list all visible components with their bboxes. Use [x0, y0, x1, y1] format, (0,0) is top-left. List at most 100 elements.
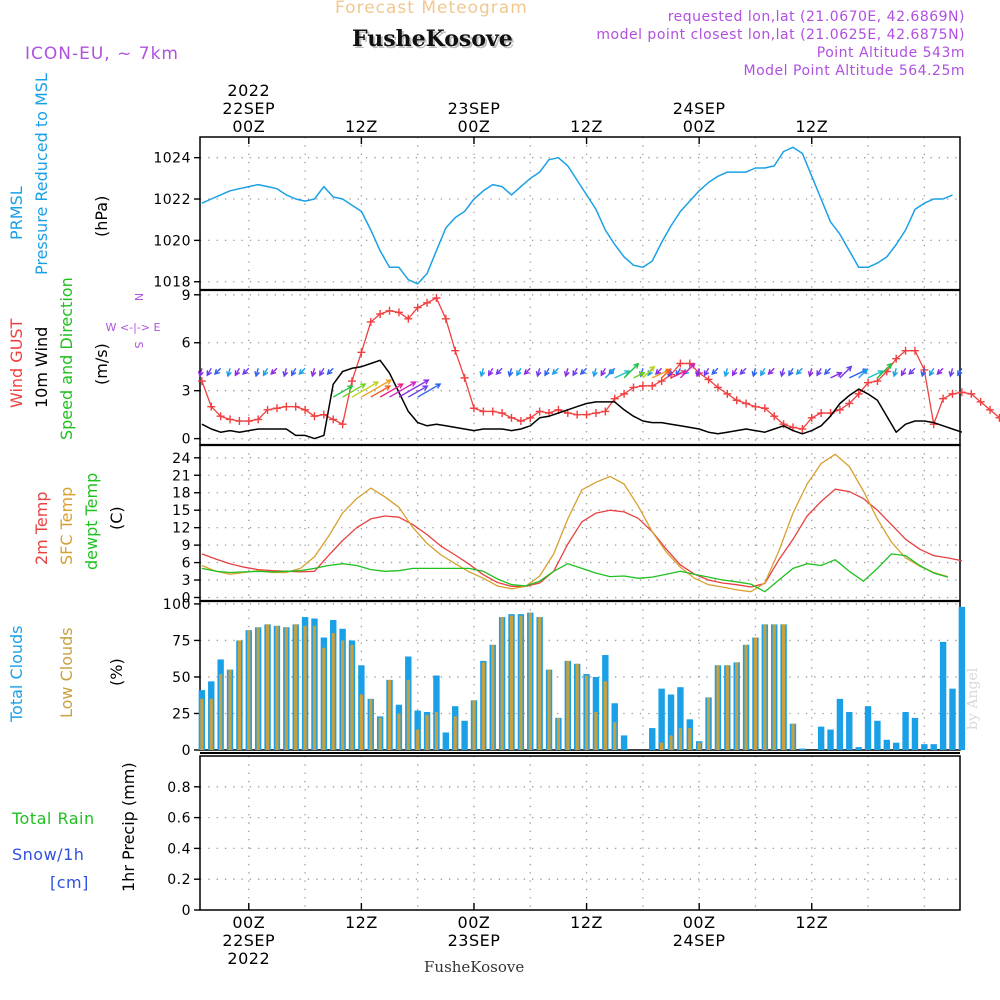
gust-marker [479, 407, 488, 416]
gust-marker [272, 404, 281, 413]
wind-arrow [642, 366, 655, 379]
bar-total-clouds [658, 688, 665, 750]
gust-marker [282, 402, 291, 411]
wind-arrow-head [479, 371, 486, 378]
y-tick-label: 9 [182, 538, 191, 554]
y-tick-label: 0 [182, 432, 191, 448]
wind-arrow-head [372, 381, 380, 387]
gust-marker [901, 346, 910, 355]
point-altitude: Point Altitude 543m [816, 45, 965, 61]
wind-arrow-head [572, 370, 578, 377]
wind-arrow-head [862, 368, 869, 375]
panel-frame [199, 755, 961, 911]
x-tick-label-bottom: 12Z [570, 913, 603, 932]
wind-arrow [867, 370, 883, 379]
x-tick-label-top: 12Z [795, 117, 828, 136]
gust-marker [873, 377, 882, 386]
bar-low-clouds [294, 624, 298, 750]
wind-arrow-head [226, 371, 232, 378]
label-dewpt-temp: dewpt Temp [82, 473, 101, 570]
wind-arrow-head [360, 383, 367, 389]
wind-arrow-head [920, 371, 927, 378]
gust-marker [451, 346, 460, 355]
gust-marker [657, 377, 666, 386]
wind-arrow-head [516, 370, 522, 377]
wind-arrow-head [282, 371, 289, 378]
wind-arrow-head [507, 371, 514, 378]
wind-arrow-head [665, 368, 672, 375]
wind-arrow [361, 379, 392, 398]
x-tick-label-top: 22SEP [222, 99, 275, 118]
bar-low-clouds [678, 728, 682, 750]
wind-arrow-head [816, 370, 822, 377]
y-tick-label: 1024 [153, 151, 191, 167]
wind-arrow-head [495, 368, 502, 375]
bar-low-clouds [219, 674, 223, 750]
bar-low-clouds [547, 669, 551, 750]
compass-we: W <-|-> E [106, 321, 161, 334]
wind-arrow-head [639, 371, 646, 378]
wind-arrow-head [326, 368, 333, 375]
wind-arrow-head [262, 370, 269, 377]
x-tick-label-bottom: 12Z [345, 913, 378, 932]
gust-marker [807, 413, 816, 422]
bar-total-clouds [902, 712, 909, 750]
bar-low-clouds [566, 660, 570, 750]
series-line-dewpt-temp [201, 553, 948, 593]
bar-low-clouds [584, 675, 589, 750]
y-tick-label: 0.4 [167, 841, 191, 857]
x-tick-label-bottom: 22SEP [222, 931, 275, 950]
wind-arrow-head [319, 370, 325, 377]
x-tick-label-bottom: 2022 [227, 949, 270, 968]
bar-low-clouds [763, 624, 767, 750]
gust-marker [423, 298, 432, 307]
gust-marker [197, 377, 206, 386]
y-tick-label: 100 [163, 597, 191, 613]
bar-low-clouds [322, 647, 326, 750]
wind-arrow-head [213, 368, 220, 375]
x-tick-label-bottom: 00Z [683, 913, 716, 932]
gust-marker [348, 377, 356, 386]
gust-marker [957, 388, 966, 397]
x-tick-label-top: 12Z [570, 117, 603, 136]
bar-low-clouds [284, 627, 288, 750]
label-speed-direction: Speed and Direction [57, 277, 76, 440]
gust-marker [535, 407, 544, 416]
bar-total-clouds [958, 606, 966, 750]
x-tick-label-bottom: 00Z [232, 913, 265, 932]
compass-north: N [132, 293, 145, 301]
series-line-10m-wind [201, 359, 963, 440]
bar-low-clouds [200, 698, 204, 750]
bar-low-clouds [660, 742, 664, 750]
wind-arrow-head [900, 370, 907, 377]
bar-low-clouds [735, 662, 739, 750]
bar-total-clouds [949, 688, 956, 750]
bar-low-clouds [481, 662, 485, 750]
gust-marker [704, 375, 713, 384]
wind-arrow-head [385, 379, 393, 385]
bar-low-clouds [538, 617, 542, 750]
bar-low-clouds [369, 698, 373, 750]
wind-arrow [332, 385, 353, 398]
bar-total-clouds [799, 748, 806, 750]
wind-arrow-head [928, 370, 935, 377]
bar-total-clouds [874, 720, 881, 750]
label-total-rain: Total Rain [11, 809, 95, 828]
wind-arrow-head [298, 368, 305, 375]
wind-arrow-head [886, 362, 893, 369]
gust-marker [469, 404, 478, 413]
bar-low-clouds [528, 612, 532, 750]
y-tick-label: 50 [172, 670, 191, 686]
bar-total-clouds [855, 747, 862, 750]
gust-marker [226, 415, 235, 424]
wind-arrow [351, 381, 379, 398]
wind-arrow-head [608, 368, 615, 375]
series-line-prmsl [201, 146, 953, 285]
bar-low-clouds [434, 712, 439, 750]
wind-arrow [633, 372, 645, 379]
wind-arrow-head [807, 371, 814, 378]
wind-arrow-head [523, 368, 530, 375]
gust-marker [291, 402, 300, 411]
gust-marker [732, 396, 741, 405]
